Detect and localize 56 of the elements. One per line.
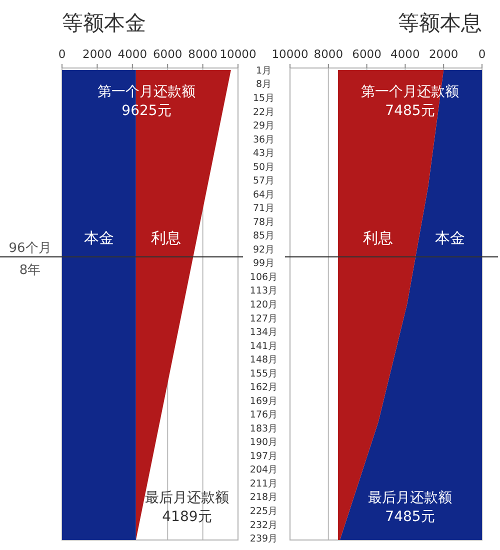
y-tick-label: 8月 bbox=[256, 79, 272, 90]
x-tick-label: 4000 bbox=[390, 47, 420, 61]
y-tick-label: 190月 bbox=[250, 437, 278, 448]
x-tick-label: 0 bbox=[478, 47, 486, 61]
y-tick-label: 64月 bbox=[252, 189, 276, 200]
y-tick-label: 50月 bbox=[252, 162, 276, 173]
x-tick-label: 8000 bbox=[314, 47, 344, 61]
y-tick-label: 141月 bbox=[250, 340, 278, 352]
y-tick-label: 85月 bbox=[252, 230, 276, 242]
y-tick-label: 71月 bbox=[252, 203, 276, 214]
y-tick-label: 78月 bbox=[252, 216, 276, 228]
y-tick-label: 183月 bbox=[250, 423, 278, 434]
x-tick-label: 0 bbox=[58, 47, 66, 61]
y-tick-label: 239月 bbox=[250, 534, 278, 545]
x-tick-label: 2000 bbox=[428, 47, 458, 61]
y-tick-label: 155月 bbox=[250, 368, 278, 380]
x-tick-label: 10000 bbox=[272, 47, 308, 61]
y-tick-label: 29月 bbox=[252, 120, 276, 132]
y-tick-label: 134月 bbox=[250, 327, 278, 338]
y-tick-label: 120月 bbox=[250, 300, 278, 310]
x-tick-label: 2000 bbox=[82, 47, 112, 61]
y-tick-label: 211月 bbox=[250, 478, 278, 490]
y-tick-label: 148月 bbox=[250, 354, 278, 366]
x-tick-label: 6000 bbox=[352, 47, 382, 61]
x-tick-label: 6000 bbox=[152, 47, 182, 61]
chart-title: 等额本息 bbox=[398, 11, 482, 35]
annotation: 最后月还款额 4189元 bbox=[144, 490, 229, 525]
y-tick-label: 162月 bbox=[250, 382, 278, 394]
series-label: 利息 bbox=[150, 229, 181, 248]
y-tick-label: 232月 bbox=[250, 520, 278, 531]
x-tick-label: 8000 bbox=[188, 47, 218, 61]
y-tick-label: 99月 bbox=[252, 258, 276, 270]
y-tick-label: 92月 bbox=[252, 244, 276, 256]
y-tick-label: 176月 bbox=[250, 410, 278, 421]
annotation: 最后月还款额 7485元 bbox=[368, 490, 452, 525]
y-tick-label: 225月 bbox=[250, 506, 278, 517]
series-label: 利息 bbox=[363, 229, 394, 248]
y-tick-label: 197月 bbox=[250, 450, 278, 462]
x-tick-label: 4000 bbox=[118, 47, 148, 61]
series-label: 本金 bbox=[84, 229, 114, 248]
y-tick-label: 57月 bbox=[252, 176, 276, 187]
y-tick-label: 169月 bbox=[250, 396, 278, 407]
y-tick-label: 204月 bbox=[250, 464, 278, 476]
y-tick-label: 113月 bbox=[250, 286, 278, 297]
x-tick-label: 10000 bbox=[220, 47, 256, 61]
ref-line-label: 96个月 8年 bbox=[8, 240, 52, 278]
y-tick-label: 218月 bbox=[250, 492, 278, 504]
y-tick-label: 43月 bbox=[252, 148, 276, 160]
chart-title: 等额本金 bbox=[62, 11, 146, 35]
y-tick-label: 106月 bbox=[250, 272, 278, 283]
y-tick-label: 127月 bbox=[250, 313, 278, 324]
series-label: 本金 bbox=[435, 229, 466, 248]
y-tick-label: 15月 bbox=[252, 93, 276, 104]
y-tick-label: 22月 bbox=[252, 106, 276, 118]
y-tick-label: 36月 bbox=[252, 134, 276, 146]
y-tick-label: 1月 bbox=[256, 65, 272, 76]
